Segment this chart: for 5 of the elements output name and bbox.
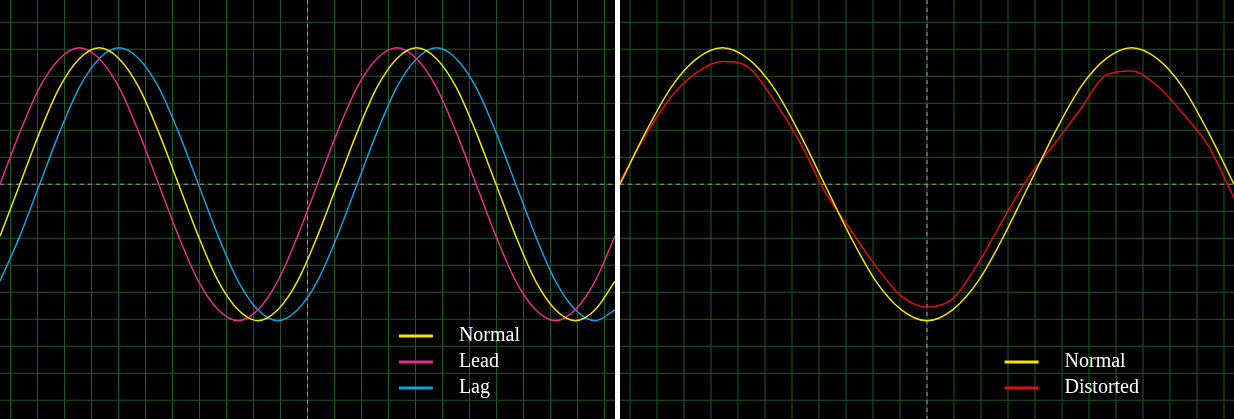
- legend-label: Lead: [458, 349, 499, 372]
- legend-label: Distorted: [1064, 375, 1139, 398]
- legend-label: Normal: [458, 323, 521, 346]
- legend-label: Lag: [458, 375, 490, 399]
- legend-label: Normal: [1064, 349, 1127, 372]
